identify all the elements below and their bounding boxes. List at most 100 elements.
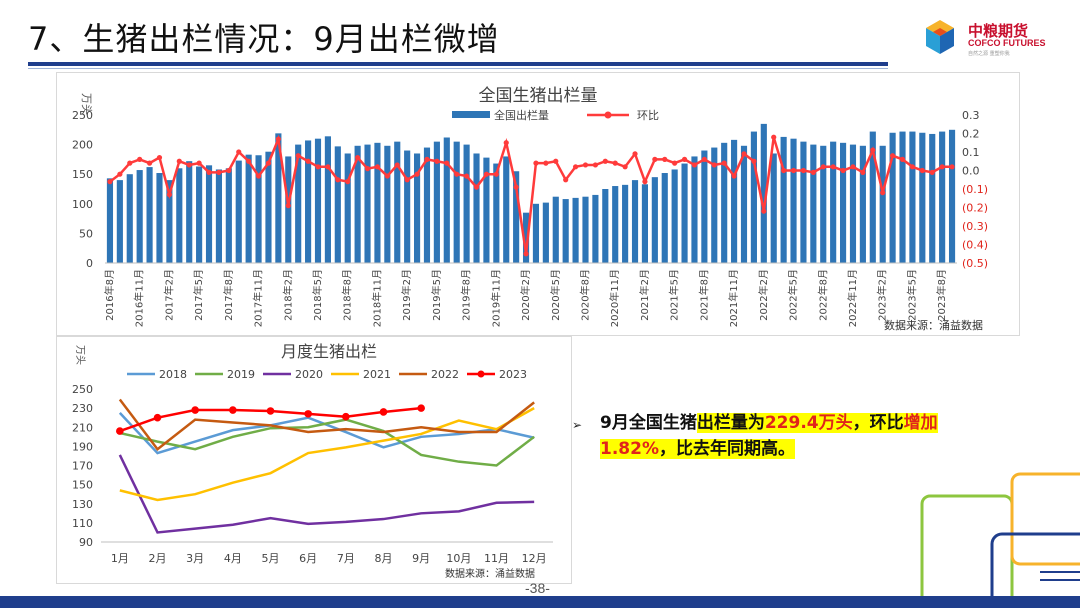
bar — [671, 169, 678, 263]
bar — [929, 133, 936, 263]
page-number: -38- — [525, 580, 550, 596]
x-tick-label: 2021年8月 — [697, 269, 710, 321]
mom-point — [681, 156, 688, 162]
bar — [919, 132, 926, 263]
legend-label-2020: 2020 — [295, 368, 323, 381]
bar — [384, 145, 391, 263]
note-part-d: ，环比 — [852, 413, 904, 433]
bar — [156, 173, 163, 263]
bar — [433, 141, 440, 263]
legend-bar-swatch — [452, 111, 490, 118]
mom-point — [781, 167, 787, 174]
title-underline — [28, 62, 888, 66]
bar — [532, 203, 540, 263]
bar — [106, 178, 114, 263]
bar — [740, 145, 748, 263]
bar — [839, 142, 847, 263]
series-point-2023 — [379, 408, 388, 416]
bar — [582, 196, 589, 263]
mom-point — [820, 164, 826, 170]
bar — [245, 154, 252, 263]
x-tick-label: 2019年11月 — [489, 269, 502, 327]
legend-label-2019: 2019 — [227, 368, 255, 381]
mom-point — [909, 164, 916, 170]
bar — [562, 199, 569, 263]
bar — [602, 189, 609, 263]
bar — [146, 167, 153, 263]
bar — [493, 163, 500, 263]
bar — [790, 138, 797, 263]
bar — [404, 150, 411, 263]
mom-point — [295, 153, 301, 159]
y-tick-label: 110 — [72, 517, 93, 530]
mom-point — [226, 167, 232, 174]
bar — [423, 147, 431, 263]
series-line-2021 — [119, 407, 535, 502]
x-tick-label: 2022年2月 — [757, 269, 770, 321]
bar — [552, 196, 559, 263]
mom-point — [355, 154, 361, 161]
y-tick-label: 200 — [72, 139, 93, 152]
mom-point — [850, 164, 856, 170]
mom-point — [107, 179, 113, 185]
bar — [453, 141, 460, 263]
bar — [661, 173, 668, 263]
x-tick-label: 2021年5月 — [668, 269, 681, 321]
mom-point — [711, 162, 717, 168]
mom-point — [374, 164, 381, 170]
series-point-2023 — [417, 404, 425, 412]
source-note: 数据来源：涌益数据 — [445, 567, 535, 580]
mom-point — [939, 164, 945, 170]
mom-point — [553, 158, 559, 164]
mom-point — [880, 190, 886, 196]
monthly-slaughter-chart: 月度生猪出栏 万头 90 110 130 150 170 190 210 230 250 1月 2月 3月… — [72, 342, 553, 580]
series-point-2023 — [229, 406, 237, 414]
bar — [354, 145, 361, 263]
x-tick-label: 2016年8月 — [103, 269, 116, 321]
mom-point — [890, 153, 896, 159]
mom-point — [741, 151, 747, 157]
bar — [612, 186, 619, 263]
mom-point — [771, 134, 777, 140]
mom-point — [731, 173, 737, 179]
mom-point — [513, 184, 519, 190]
mom-point — [790, 167, 797, 174]
mom-point — [364, 166, 371, 172]
bar — [651, 177, 658, 263]
mom-point — [414, 171, 420, 177]
bar — [939, 131, 946, 263]
x-tick-label: 2020年11月 — [608, 269, 621, 327]
bar — [235, 160, 242, 263]
x-tick-label: 2022年11月 — [846, 269, 859, 327]
x-tick-label: 2021年11月 — [727, 269, 740, 327]
x-tick-label: 2023年5月 — [905, 269, 918, 321]
bar — [879, 145, 886, 263]
bar — [186, 161, 193, 263]
x-tick-label: 9月 — [412, 552, 430, 565]
x-tick-label: 2017年5月 — [192, 269, 205, 321]
bar — [711, 147, 718, 263]
mom-point — [315, 164, 321, 170]
bar — [324, 136, 331, 263]
x-tick-label: 2022年5月 — [787, 269, 800, 321]
y-tick-label: 150 — [72, 168, 93, 181]
bar — [681, 163, 688, 263]
bar — [731, 139, 738, 263]
bar — [503, 156, 510, 263]
mom-point — [454, 171, 460, 177]
monthly-slaughter-chart-panel: 月度生猪出栏 万头 90 110 130 150 170 190 210 230 250 1月 2月 3月… — [56, 336, 572, 584]
y2-tick-label: (0.4) — [962, 239, 988, 252]
national-slaughter-chart-panel: 全国生猪出栏量 万头 0 50 100 150 200 250 0.3 0.2 0.1 0.0 (0.1… — [56, 72, 1020, 336]
y-tick-label: 250 — [72, 383, 93, 396]
bar — [810, 144, 817, 263]
y-axis-label: 万头 — [80, 93, 93, 115]
mom-point — [473, 184, 480, 190]
mom-point — [642, 179, 648, 185]
mom-point — [652, 156, 658, 162]
mom-point — [662, 156, 668, 162]
mom-point — [255, 173, 262, 179]
mom-point — [523, 251, 529, 257]
series-line-2022 — [118, 398, 535, 452]
mom-point — [563, 177, 569, 183]
mom-point — [493, 171, 499, 177]
